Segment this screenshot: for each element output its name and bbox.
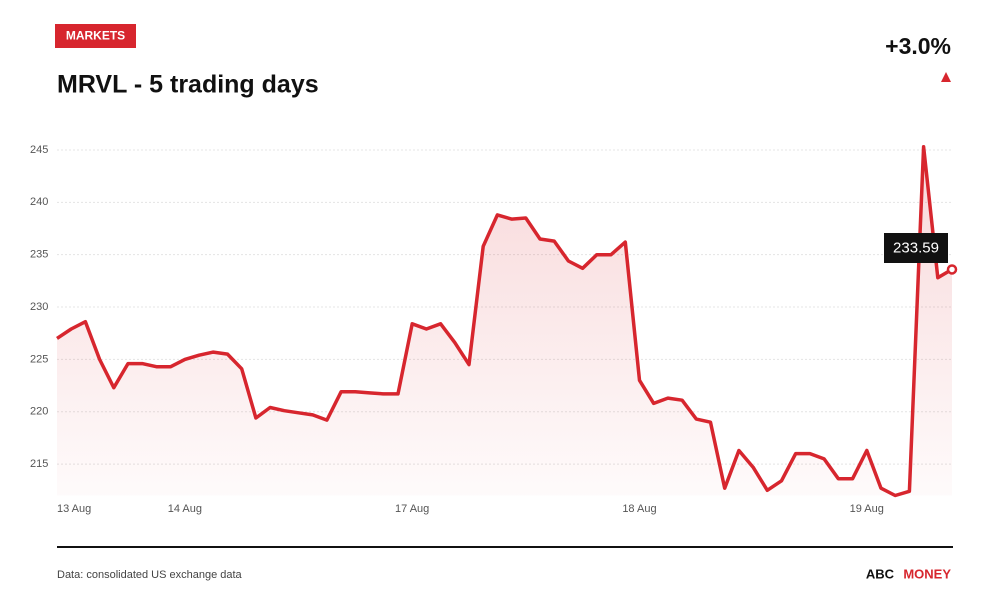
change-label: +3.0%	[885, 33, 951, 59]
y-tick-label: 225	[30, 353, 48, 365]
plot: 215 220 225 230 235 240 245 13 Aug 14 Aug 17 Aug 1…	[30, 144, 958, 515]
y-tick-label: 235	[30, 249, 48, 261]
value-label: 233.59	[893, 239, 939, 256]
x-tick-label: 19 Aug	[850, 503, 884, 515]
line	[56, 145, 953, 498]
y-tick-label: 245	[30, 144, 48, 156]
source-note: Data: consolidated US exchange data	[57, 569, 243, 581]
y-tick-label: 230	[30, 301, 48, 313]
up-arrow	[941, 72, 951, 82]
value-label-box	[884, 233, 948, 263]
section-badge	[55, 24, 136, 48]
brand-abc: ABC	[866, 566, 895, 581]
end-point	[946, 264, 958, 275]
x-tick-label: 17 Aug	[395, 503, 429, 515]
x-tick-label: 14 Aug	[168, 503, 202, 515]
y-tick-label: 240	[30, 196, 48, 208]
chart-title: MRVL - 5 trading days	[57, 71, 319, 99]
x-tick-label: 13 Aug	[57, 503, 91, 515]
section-label: MARKETS	[66, 29, 125, 43]
y-tick-label: 215	[30, 458, 48, 470]
y-tick-label: 220	[30, 406, 48, 418]
area	[57, 146, 952, 496]
brand-money: MONEY	[903, 566, 951, 581]
x-tick-label: 18 Aug	[622, 503, 656, 515]
